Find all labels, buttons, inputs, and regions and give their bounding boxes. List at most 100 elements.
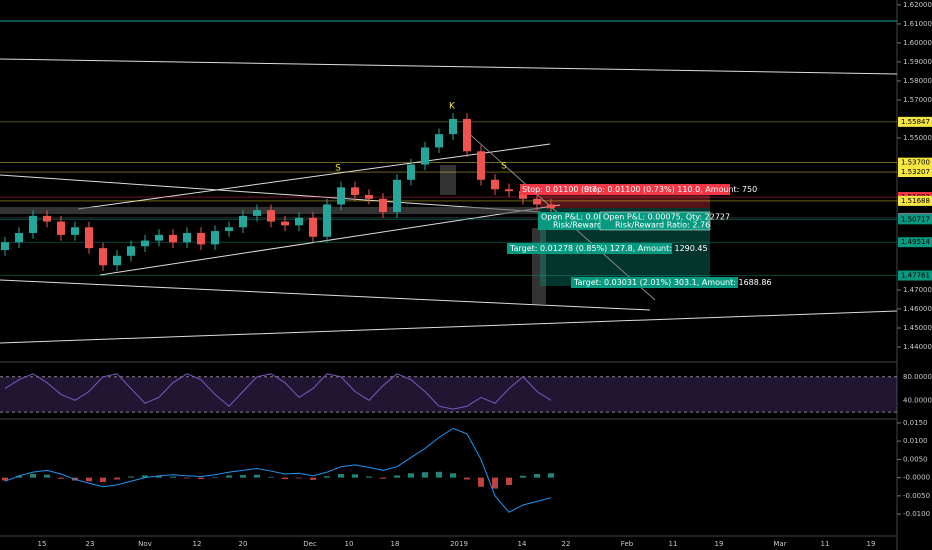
macd-hist: [506, 477, 512, 485]
y-tick-label: 1.57000: [903, 96, 932, 104]
macd-hist: [310, 477, 316, 480]
macd-hist: [422, 472, 428, 478]
y-tick-label: 1.58000: [903, 77, 932, 85]
candle-body: [463, 118, 471, 152]
target-box: [507, 243, 672, 254]
pattern-label: S: [501, 162, 507, 172]
macd-hist: [226, 475, 232, 478]
trend-line: [0, 58, 898, 75]
macd-hist: [2, 477, 8, 481]
candle-body: [197, 232, 205, 245]
trend-line: [99, 204, 561, 276]
level-badge: [898, 214, 932, 225]
macd-hist: [394, 475, 400, 478]
candle-body: [351, 187, 359, 195]
y-tick-label: 0.0050: [903, 455, 928, 463]
y-tick-label: -0.0100: [903, 510, 930, 518]
macd-hist: [324, 476, 330, 478]
x-tick-label: Nov: [138, 540, 152, 548]
level-badge: [898, 195, 932, 206]
zone: [440, 165, 456, 195]
y-tick-label: 40.0000: [903, 396, 932, 404]
candle-body: [57, 221, 65, 235]
x-tick-label: 22: [562, 540, 571, 548]
rr-label: Risk/Reward R: [553, 221, 611, 230]
macd-hist: [436, 471, 442, 478]
x-tick-label: Dec: [303, 540, 317, 548]
candle-body: [267, 210, 275, 222]
candle-body: [547, 204, 555, 209]
macd-hist: [254, 474, 260, 478]
x-tick-label: 19: [867, 540, 876, 548]
macd-hist: [58, 477, 64, 479]
macd-hist: [240, 475, 246, 478]
x-tick-label: Mar: [773, 540, 786, 548]
macd-hist: [548, 473, 554, 478]
pnl-label: Open P&L: 0.0007: [541, 213, 614, 222]
trend-line: [0, 174, 541, 213]
rr-label: Risk/Reward Ratio: 2.76: [615, 221, 710, 230]
candle-body: [127, 246, 135, 256]
level-label: 1.53207: [901, 168, 930, 176]
candle-body: [435, 134, 443, 148]
x-tick-label: 20: [239, 540, 248, 548]
candle-body: [281, 221, 289, 226]
candle-body: [15, 232, 23, 243]
macd-hist: [492, 477, 498, 489]
candle-body: [71, 227, 79, 235]
macd-hist: [128, 476, 134, 478]
macd-hist: [100, 477, 106, 483]
level-label: 1.55847: [901, 118, 930, 126]
level-label: 1.51688: [901, 197, 930, 205]
candle-body: [183, 232, 191, 243]
macd-hist: [16, 475, 22, 478]
x-tick-label: Feb: [621, 540, 634, 548]
level-label: 1.53700: [901, 159, 930, 167]
target-label: Target: 0.01278 (0.85%) 127.8, Amount: 1…: [509, 244, 708, 253]
candle-body: [141, 240, 149, 247]
y-tick-label: 0.0100: [903, 437, 928, 445]
level-label: 1.47761: [901, 272, 930, 280]
macd-line: [4, 427, 552, 513]
candle-body: [491, 179, 499, 190]
macd-hist: [464, 477, 470, 480]
candle-body: [85, 227, 93, 249]
y-tick-label: 1.45000: [903, 324, 932, 332]
position-labels: Stop: 0.01100 (0.7 Stop: 0.01100 (0.73%)…: [507, 184, 772, 288]
pnl-box: [538, 212, 608, 230]
y-tick-label: 0.0150: [903, 419, 928, 427]
candle-body: [1, 242, 9, 251]
macd-hist: [366, 476, 372, 478]
y-tick-label: 1.55000: [903, 134, 932, 142]
stoch-band: [0, 376, 897, 413]
candle-body: [309, 217, 317, 237]
y-tick-label: -0.0050: [903, 492, 930, 500]
stop-box: [520, 184, 730, 195]
stoch-line: [4, 373, 552, 410]
y-tick-label: 1.61000: [903, 20, 932, 28]
macd-hist: [44, 474, 50, 478]
pattern-label: K: [449, 102, 456, 112]
candle-body: [407, 164, 415, 180]
pnl-label: Open P&L: 0.00075, Qty: 22727: [603, 213, 730, 222]
x-tick-label: 19: [715, 540, 724, 548]
macd-hist: [114, 477, 120, 480]
candle-body: [533, 198, 541, 205]
candle-body: [211, 231, 219, 245]
macd-hist: [198, 477, 204, 480]
macd-hist: [268, 476, 274, 478]
candle-body: [43, 215, 51, 222]
candle-body: [365, 194, 373, 199]
x-tick-label: 14: [518, 540, 527, 548]
candle-body: [393, 179, 401, 213]
candle-body: [505, 189, 513, 192]
y-tick-label: 1.60000: [903, 39, 932, 47]
candle-body: [155, 234, 163, 241]
candle-body: [225, 227, 233, 232]
x-tick-label: 15: [38, 540, 47, 548]
candle-body: [477, 151, 485, 180]
trend-line: [0, 279, 651, 311]
macd-hist: [296, 477, 302, 479]
candle-body: [99, 248, 107, 266]
